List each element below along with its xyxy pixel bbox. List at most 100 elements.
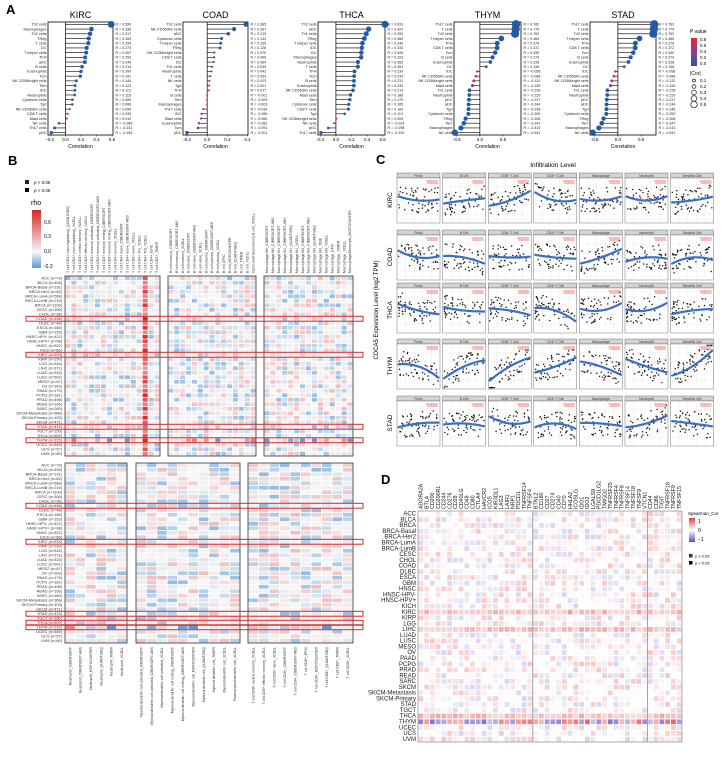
heatmap-cell <box>317 339 323 344</box>
heatmap-cell <box>311 499 322 504</box>
scatter-point <box>685 204 687 206</box>
heatmap-cell <box>180 303 186 308</box>
heatmap-cell <box>329 285 335 290</box>
heatmap-cell <box>83 285 89 290</box>
scatter-point <box>706 259 709 262</box>
heatmap-cell <box>168 285 174 290</box>
panel-strip-label: Neutrophil <box>639 231 654 235</box>
column-label: T cell CD4+ memory resting_CIBERSORT <box>102 206 106 273</box>
heatmap-cell <box>77 289 83 294</box>
heatmap-cell <box>83 415 89 420</box>
heatmap-cell <box>130 447 136 452</box>
scatter-point <box>483 185 485 187</box>
heatmap-cell <box>335 447 341 452</box>
cell-type-label: Tgd <box>175 84 182 88</box>
heatmap-cell <box>136 584 146 589</box>
heatmap-cell <box>276 366 282 371</box>
heatmap-cell <box>188 620 198 625</box>
heatmap-cell <box>264 388 270 393</box>
heatmap-cell <box>250 343 256 348</box>
scatter-point <box>511 209 513 212</box>
heatmap-cell <box>300 298 306 303</box>
heatmap-cell <box>341 339 347 344</box>
r-value-label: R = -0.244 <box>524 103 541 107</box>
heatmap-cell <box>188 485 198 490</box>
heatmap-cell <box>317 348 323 353</box>
heatmap-cell <box>264 298 270 303</box>
heatmap-cell <box>117 607 127 612</box>
heatmap-cell <box>269 530 280 535</box>
scatter-point <box>497 253 500 255</box>
row-label: LUSC (n=501) <box>37 561 63 566</box>
heatmap-cell <box>230 620 240 625</box>
scatter-point <box>425 188 427 191</box>
heatmap-cell <box>215 312 221 317</box>
scatter-point <box>560 324 562 326</box>
column-label: B cell naive_CIBERSORT <box>187 232 191 273</box>
heatmap-cell <box>136 611 146 616</box>
heatmap-cell <box>95 397 101 402</box>
legend-d-tick: 1 <box>698 519 701 525</box>
heatmap-cell <box>341 393 347 398</box>
heatmap-cell <box>168 343 174 348</box>
scatter-point <box>411 258 413 261</box>
heatmap-cell <box>146 607 157 612</box>
heatmap-cell <box>178 526 188 531</box>
heatmap-cell <box>65 575 75 580</box>
heatmap-cell <box>258 544 269 549</box>
scatter-point <box>681 195 683 198</box>
scatter-point <box>555 203 558 205</box>
scatter-point <box>459 262 461 265</box>
heatmap-cell <box>191 321 197 326</box>
cell-type-label: iDC <box>446 70 453 74</box>
r-value-label: R = 0.340 <box>388 41 404 45</box>
heatmap-cell <box>174 406 180 411</box>
heatmap-cell <box>167 634 178 639</box>
heatmap-cell <box>276 384 282 389</box>
heatmap-cell <box>300 348 306 353</box>
heatmap-cell <box>198 562 209 567</box>
heatmap-cell <box>238 429 244 434</box>
heatmap-cell <box>174 375 180 380</box>
heatmap-cell <box>238 451 244 456</box>
heatmap-cell <box>270 298 276 303</box>
heatmap-cell <box>279 553 290 558</box>
heatmap-cell <box>342 571 353 576</box>
heatmap-cell <box>329 357 335 362</box>
heatmap-cell <box>117 544 127 549</box>
panel-strip-label: Purity <box>414 174 423 178</box>
heatmap-cell <box>323 325 329 330</box>
heatmap-cell <box>323 343 329 348</box>
heatmap-cell <box>101 298 107 303</box>
scatter-point <box>460 245 463 248</box>
heatmap-cell <box>232 343 238 348</box>
heatmap-cell <box>124 285 130 290</box>
heatmap-cell <box>282 366 288 371</box>
heatmap-cell <box>106 339 113 344</box>
cell-type-label: Eosinophils <box>297 84 317 88</box>
heatmap-cell <box>347 307 353 312</box>
heatmap-cell <box>279 638 290 643</box>
column-label: Macrophage M1_CIBERSORT <box>277 225 281 273</box>
scatter-point <box>547 265 550 268</box>
heatmap-cell <box>118 433 124 438</box>
scatter-panel: B Cell <box>442 282 486 334</box>
heatmap-cell <box>323 370 329 375</box>
heatmap-cell <box>77 388 83 393</box>
heatmap-cell <box>106 451 113 456</box>
heatmap-cell <box>198 535 209 540</box>
heatmap-cell <box>197 312 203 317</box>
scatter-point <box>492 248 494 250</box>
heatmap-cell <box>305 343 312 348</box>
x-tick-label: 0.0 <box>615 137 622 142</box>
heatmap-cell <box>136 406 142 411</box>
heatmap-cell <box>335 429 341 434</box>
heatmap-cell <box>86 571 96 576</box>
heatmap-cell <box>219 584 230 589</box>
heatmap-cell <box>221 352 227 357</box>
heatmap-cell <box>294 406 300 411</box>
lollipop-point <box>333 122 336 125</box>
heatmap-cell <box>65 298 71 303</box>
scatter-point <box>672 252 674 255</box>
heatmap-cell <box>342 625 353 630</box>
